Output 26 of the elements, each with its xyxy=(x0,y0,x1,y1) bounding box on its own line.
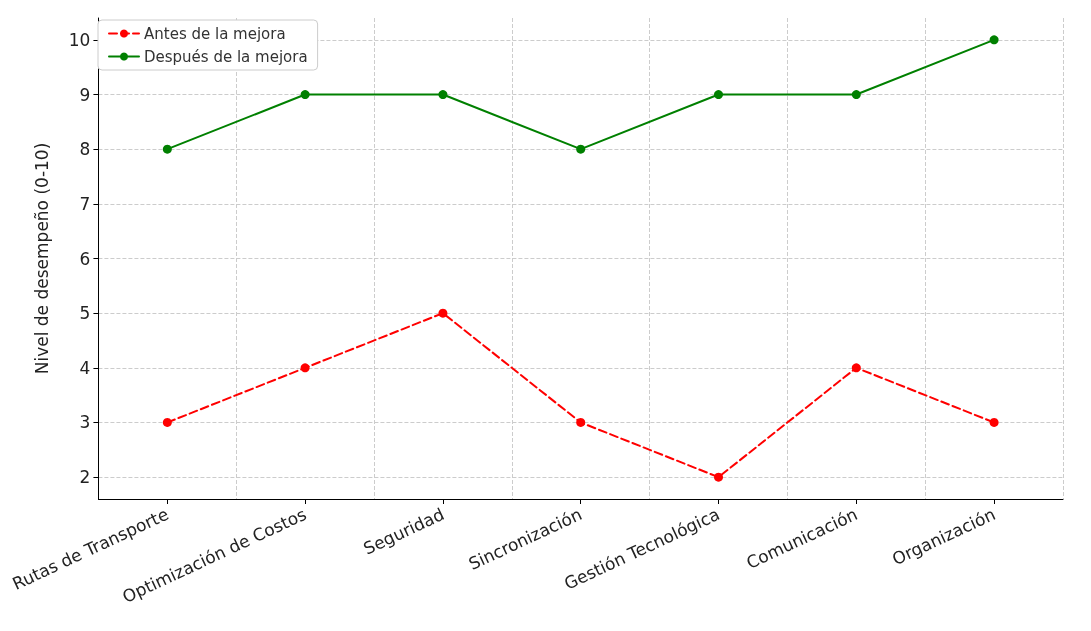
y-tick-label: 8 xyxy=(79,139,91,160)
point xyxy=(438,308,448,318)
point xyxy=(162,144,172,154)
y-tick-label: 9 xyxy=(79,84,91,105)
point xyxy=(851,363,861,373)
y-tick-label: 6 xyxy=(79,248,91,269)
y-tick-label: 7 xyxy=(79,193,91,214)
y-axis-title: Nivel de desempeño (0-10) xyxy=(31,142,52,375)
legend-label: Antes de la mejora xyxy=(144,24,286,43)
y-tick-label: 10 xyxy=(68,29,91,50)
point xyxy=(714,472,724,482)
y-tick-label: 4 xyxy=(79,357,91,378)
point xyxy=(438,90,448,100)
point xyxy=(162,417,172,427)
point xyxy=(300,90,310,100)
point xyxy=(989,417,999,427)
y-tick-label: 5 xyxy=(79,303,91,324)
point xyxy=(576,144,586,154)
point xyxy=(714,90,724,100)
point xyxy=(576,417,586,427)
point xyxy=(300,363,310,373)
y-tick-label: 2 xyxy=(79,467,91,488)
point xyxy=(989,35,999,45)
legend-label: Después de la mejora xyxy=(144,47,308,66)
point xyxy=(851,90,861,100)
y-tick-label: 3 xyxy=(79,412,91,433)
